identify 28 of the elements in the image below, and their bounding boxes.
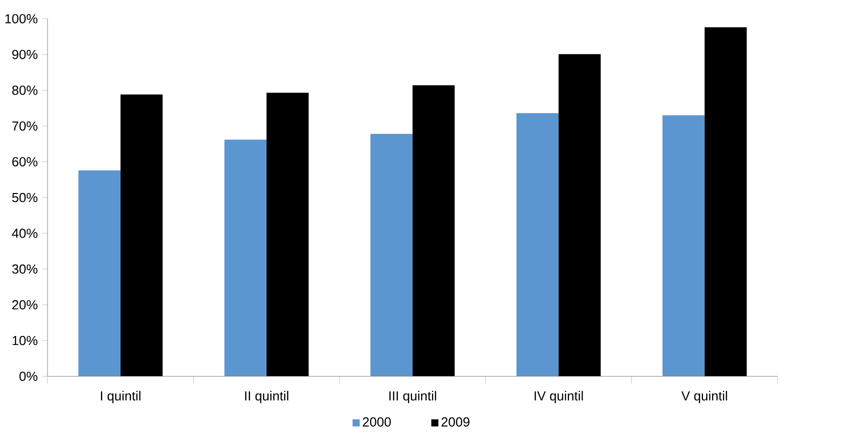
- bar: [704, 27, 747, 376]
- bar: [516, 112, 559, 376]
- y-tick-label: 0%: [19, 371, 38, 381]
- bar: [266, 92, 309, 376]
- bar: [78, 170, 121, 376]
- bar: [224, 139, 267, 376]
- bar: [412, 85, 455, 376]
- x-tick-label: I quintil: [100, 390, 140, 403]
- x-tick-label: III quintil: [389, 390, 436, 403]
- legend-label: 2009: [442, 417, 470, 426]
- x-tick-label: IV quintil: [534, 390, 583, 403]
- y-tick-label: 100%: [5, 14, 38, 24]
- y-tick-label: 50%: [12, 192, 38, 202]
- y-tick-label: 20%: [12, 300, 38, 310]
- y-tick-label: 70%: [12, 121, 38, 130]
- legend-label: 2000: [362, 417, 391, 426]
- bar: [662, 115, 705, 376]
- x-tick-label: II quintil: [245, 390, 288, 403]
- x-tick-label: V quintil: [681, 390, 728, 403]
- y-tick-label: 30%: [12, 264, 38, 274]
- bar: [370, 134, 413, 376]
- bar: [558, 54, 601, 376]
- y-tick-label: 40%: [12, 228, 38, 238]
- y-tick-label: 10%: [12, 336, 38, 345]
- bar: [120, 94, 163, 376]
- y-tick-label: 60%: [12, 156, 38, 166]
- y-tick-label: 80%: [12, 85, 38, 95]
- y-tick-label: 90%: [12, 50, 38, 59]
